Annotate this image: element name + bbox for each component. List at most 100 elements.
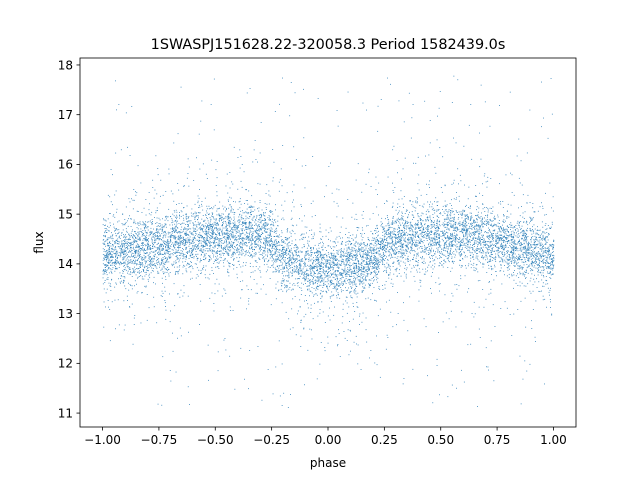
data-point bbox=[328, 245, 330, 247]
data-point bbox=[208, 241, 210, 243]
data-point bbox=[224, 227, 226, 229]
data-point bbox=[135, 191, 136, 193]
data-point bbox=[197, 245, 198, 247]
data-point bbox=[230, 218, 232, 220]
data-point bbox=[482, 266, 484, 268]
data-point bbox=[211, 232, 213, 234]
data-point bbox=[499, 229, 500, 231]
data-point bbox=[416, 244, 418, 246]
data-point bbox=[415, 241, 417, 243]
data-point bbox=[283, 240, 285, 242]
data-point bbox=[259, 152, 261, 154]
data-point bbox=[113, 262, 114, 264]
data-point bbox=[409, 234, 411, 235]
data-point bbox=[542, 248, 544, 249]
data-point bbox=[247, 203, 249, 205]
data-point bbox=[511, 242, 513, 244]
data-point bbox=[483, 243, 485, 245]
data-point bbox=[248, 303, 250, 305]
data-point bbox=[188, 216, 190, 218]
data-point bbox=[316, 266, 318, 268]
data-point bbox=[339, 272, 341, 273]
data-point bbox=[108, 262, 110, 264]
data-point bbox=[313, 295, 314, 297]
data-point bbox=[547, 225, 549, 226]
data-point bbox=[445, 226, 447, 228]
data-point bbox=[313, 261, 314, 263]
data-point bbox=[124, 223, 126, 224]
data-point bbox=[252, 161, 254, 163]
data-point bbox=[178, 237, 180, 238]
data-point bbox=[299, 261, 301, 263]
data-point bbox=[424, 248, 425, 250]
data-point bbox=[450, 250, 451, 252]
data-point bbox=[313, 259, 315, 261]
data-point bbox=[246, 236, 248, 238]
data-point bbox=[167, 220, 169, 222]
data-point bbox=[439, 262, 441, 264]
data-point bbox=[327, 286, 328, 288]
data-point bbox=[541, 290, 542, 292]
data-point bbox=[123, 261, 125, 263]
data-point bbox=[201, 201, 203, 202]
data-point bbox=[538, 281, 540, 283]
data-point bbox=[160, 248, 162, 250]
data-point bbox=[151, 262, 153, 264]
data-point bbox=[292, 262, 294, 264]
data-point bbox=[376, 248, 377, 250]
data-point bbox=[501, 247, 503, 249]
data-point bbox=[308, 273, 309, 275]
data-point bbox=[530, 254, 532, 256]
data-point bbox=[192, 246, 194, 248]
data-point bbox=[162, 247, 164, 249]
data-point bbox=[162, 226, 164, 228]
data-point bbox=[386, 262, 388, 264]
data-point bbox=[132, 244, 134, 246]
data-point bbox=[348, 251, 350, 253]
data-point bbox=[404, 262, 406, 264]
data-point bbox=[170, 310, 171, 312]
data-point bbox=[348, 264, 350, 266]
data-point bbox=[299, 299, 301, 301]
data-point bbox=[451, 243, 453, 245]
data-point bbox=[434, 235, 436, 237]
data-point bbox=[459, 242, 461, 244]
data-point bbox=[168, 243, 170, 244]
data-point bbox=[229, 241, 231, 243]
data-point bbox=[491, 253, 493, 255]
data-point bbox=[389, 254, 391, 256]
data-point bbox=[178, 255, 180, 256]
data-point bbox=[281, 244, 283, 246]
data-point bbox=[238, 239, 240, 240]
data-point bbox=[180, 335, 182, 337]
data-point bbox=[226, 228, 228, 230]
data-point bbox=[427, 254, 429, 255]
data-point bbox=[383, 244, 385, 246]
data-point bbox=[484, 256, 486, 258]
data-point bbox=[258, 235, 260, 237]
data-point bbox=[275, 260, 277, 261]
data-point bbox=[111, 247, 113, 249]
data-point bbox=[325, 263, 327, 265]
data-point bbox=[320, 277, 322, 279]
data-point bbox=[281, 302, 283, 304]
data-point bbox=[535, 253, 537, 255]
data-point bbox=[228, 250, 230, 252]
data-point bbox=[468, 242, 470, 244]
data-point bbox=[119, 238, 121, 239]
data-point bbox=[209, 248, 211, 250]
data-point bbox=[326, 271, 327, 273]
data-point bbox=[301, 165, 303, 167]
data-point bbox=[445, 224, 447, 226]
data-point bbox=[130, 243, 132, 245]
data-point bbox=[384, 230, 386, 232]
data-point bbox=[485, 241, 487, 242]
data-point bbox=[157, 270, 159, 272]
data-point bbox=[508, 236, 510, 238]
data-point bbox=[104, 259, 105, 261]
data-point bbox=[151, 222, 153, 224]
data-point bbox=[185, 248, 187, 250]
data-point bbox=[547, 261, 549, 263]
data-point bbox=[450, 245, 452, 247]
data-point bbox=[243, 222, 245, 223]
